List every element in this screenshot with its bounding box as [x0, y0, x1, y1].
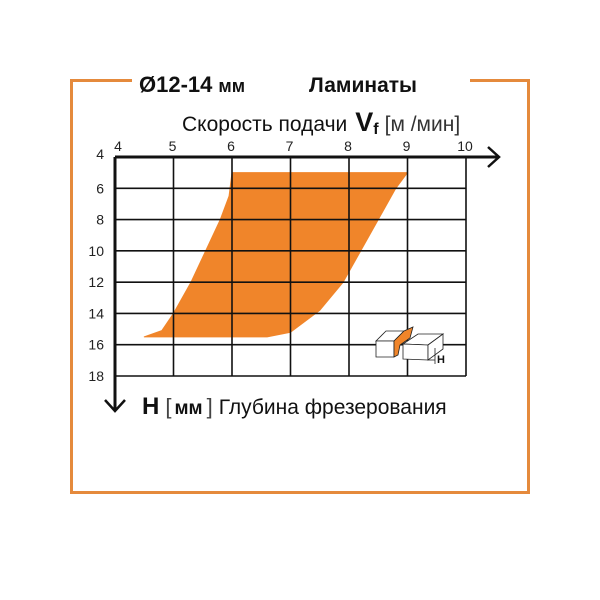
- y-tick-label: 16: [88, 337, 104, 353]
- y-tick-label: 10: [88, 243, 104, 259]
- x-axis-title: Скорость подачи Vf [м /мин]: [182, 107, 460, 138]
- x-tick-label: 10: [457, 138, 473, 154]
- x-tick-label: 5: [169, 138, 177, 154]
- y-axis-title: H[мм] Глубина фрезерования: [142, 393, 447, 420]
- y-tick-label: 12: [88, 274, 104, 290]
- material-label: Ламинаты: [309, 74, 417, 97]
- x-tick-label: 7: [286, 138, 294, 154]
- x-tick-label: 4: [114, 138, 122, 154]
- y-tick-label: 8: [96, 212, 104, 228]
- y-tick-label: 18: [88, 368, 104, 384]
- x-tick-label: 9: [403, 138, 411, 154]
- x-tick-label: 8: [344, 138, 352, 154]
- y-axis-arrow-icon: [104, 399, 126, 413]
- diameter-label: Ø12-14 мм: [139, 72, 245, 97]
- y-tick-label: 6: [96, 180, 104, 196]
- feed-rate-region: [143, 172, 408, 338]
- x-tick-label: 6: [227, 138, 235, 154]
- x-axis-arrow-icon: [487, 146, 501, 168]
- y-tick-label: 4: [96, 146, 104, 162]
- inset-h-label: H: [437, 354, 445, 366]
- milling-depth-icon: [375, 326, 445, 364]
- frame: [70, 79, 530, 494]
- y-tick-label: 14: [88, 305, 104, 321]
